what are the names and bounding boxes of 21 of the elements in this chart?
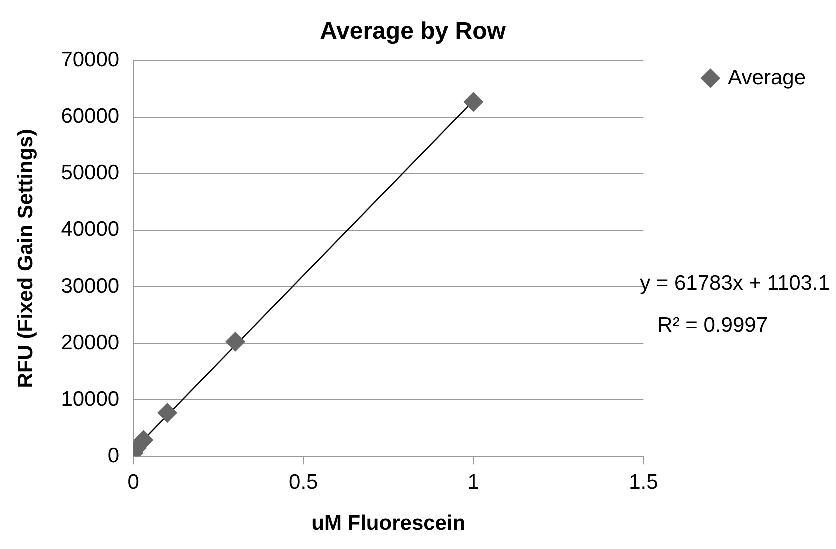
y-tick-label: 10000	[61, 388, 120, 411]
chart-title: Average by Row	[320, 18, 506, 46]
y-tick-label: 0	[108, 444, 120, 468]
x-tick-label: 0.5	[289, 470, 318, 494]
y-tick-label: 60000	[61, 105, 120, 128]
y-tick-label: 40000	[61, 218, 120, 242]
y-tick-label: 30000	[61, 274, 120, 298]
point	[226, 332, 246, 352]
x-axis-title: uM Fluorescein	[312, 512, 466, 536]
legend-label: Average	[728, 66, 806, 90]
x-tick-label: 1	[468, 470, 480, 494]
y-tick-label: 70000	[61, 48, 120, 72]
y-tick-label: 20000	[61, 331, 120, 354]
point	[158, 403, 178, 424]
point	[464, 92, 484, 112]
x-tick-label: 0	[128, 470, 140, 494]
y-axis-title: RFU (Fixed Gain Settings)	[14, 129, 38, 388]
x-tick-label: 1.5	[629, 470, 658, 494]
y-tick-label: 50000	[61, 162, 120, 185]
text: R² = 0.9997	[658, 314, 768, 338]
annotation: y = 61783x + 1103.1	[640, 272, 830, 296]
